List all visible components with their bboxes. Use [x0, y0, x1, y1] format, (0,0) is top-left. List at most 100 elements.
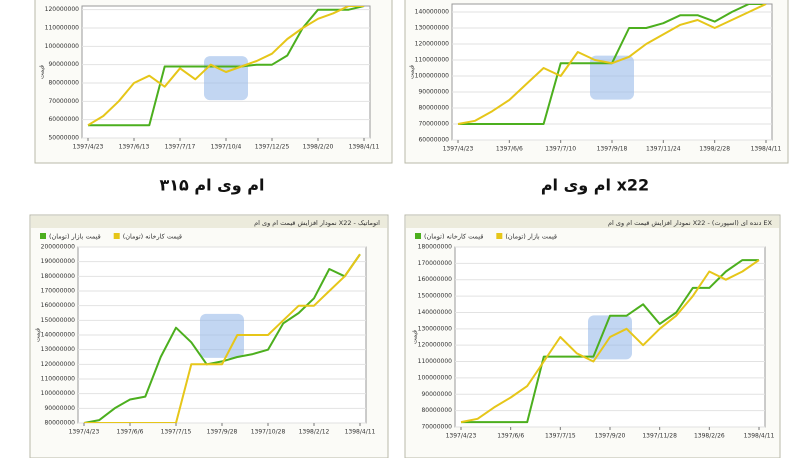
x-tick-label: 1398/2/20 — [303, 144, 334, 151]
watermark — [590, 55, 634, 100]
y-tick-label: 110000000 — [41, 376, 76, 383]
y-tick-label: 160000000 — [41, 302, 76, 309]
legend-swatch — [415, 233, 421, 239]
y-tick-label: 80000000 — [421, 407, 452, 414]
x-tick-label: 1397/4/23 — [443, 146, 474, 153]
chart-panel: نمودار افزایش قیمت ام وی ام X22 - اتومات… — [29, 214, 389, 458]
x-tick-label: 1397/11/28 — [642, 433, 677, 440]
y-tick-label: 100000000 — [41, 390, 76, 397]
series-line — [461, 259, 759, 424]
y-tick-label: 110000000 — [415, 57, 450, 64]
y-tick-label: 180000000 — [41, 273, 76, 280]
x-tick-label: 1397/4/23 — [73, 144, 104, 151]
chart-panel: نمودار افزایش قیمت ام وی ام X22 - دنده ا… — [404, 214, 781, 458]
chart-panel: 60000000 70000000 80000000 90000000 10000000… — [404, 0, 789, 164]
chart-caption: ام وی ام x22 — [541, 176, 649, 195]
x-tick-label: 1397/6/13 — [119, 144, 150, 151]
y-tick-label: 130000000 — [415, 25, 450, 32]
y-tick-label: 160000000 — [418, 276, 453, 283]
y-tick-label: 110000000 — [418, 358, 453, 365]
x-tick-label: 1397/7/15 — [161, 429, 192, 436]
y-tick-label: 170000000 — [418, 260, 453, 267]
x-tick-label: 1397/11/24 — [646, 146, 681, 153]
y-tick-label: 80000000 — [48, 80, 79, 87]
y-tick-label: 110000000 — [45, 25, 80, 32]
x-tick-label: 1398/4/11 — [744, 433, 775, 440]
y-tick-label: 70000000 — [418, 121, 449, 128]
y-tick-label: 130000000 — [418, 325, 453, 332]
x-tick-label: 1397/7/17 — [165, 144, 196, 151]
y-tick-label: 120000000 — [41, 361, 76, 368]
legend-swatch — [113, 233, 120, 239]
x-tick-label: 1397/9/28 — [207, 429, 238, 436]
series-line — [83, 253, 361, 423]
y-tick-label: 80000000 — [44, 420, 75, 427]
x-tick-label: 1398/4/11 — [345, 429, 376, 436]
y-tick-label: 120000000 — [45, 6, 80, 13]
series-line — [87, 6, 364, 127]
series-line — [84, 253, 361, 423]
y-tick-label: 200000000 — [41, 244, 76, 251]
watermark — [200, 313, 244, 358]
x-tick-label: 1397/9/18 — [597, 146, 628, 153]
legend-label: قیمت بازار (تومان) — [49, 233, 101, 241]
y-tick-label: 100000000 — [418, 374, 453, 381]
chart-caption: ام وی ام ۳۱۵ — [159, 176, 264, 195]
x-tick-label: 1398/2/28 — [699, 146, 730, 153]
x-tick-label: 1397/7/15 — [545, 433, 576, 440]
y-tick-label: 140000000 — [41, 332, 76, 339]
y-tick-label: 100000000 — [45, 43, 80, 50]
panel-header — [31, 216, 387, 228]
legend-swatch — [496, 233, 503, 239]
y-tick-label: 90000000 — [418, 89, 449, 96]
y-tick-label: 120000000 — [418, 342, 453, 349]
chart-panel: 50000000 60000000 70000000 80000000 90000000… — [34, 0, 393, 164]
x-tick-label: 1398/2/26 — [694, 433, 725, 440]
y-tick-label: 150000000 — [41, 317, 76, 324]
x-tick-label: 1397/6/6 — [497, 433, 524, 440]
y-tick-label: 60000000 — [418, 137, 449, 144]
y-tick-label: 120000000 — [415, 41, 450, 48]
legend-swatch — [40, 233, 46, 239]
x-tick-label: 1397/12/25 — [255, 144, 290, 151]
x-tick-label: 1398/2/12 — [299, 429, 330, 436]
x-tick-label: 1398/4/11 — [349, 144, 380, 151]
y-axis-label: قیمت — [39, 65, 46, 79]
y-tick-label: 190000000 — [41, 258, 76, 265]
y-tick-label: 100000000 — [415, 73, 450, 80]
y-axis-label: قیمت — [409, 65, 416, 79]
x-tick-label: 1398/4/11 — [751, 146, 782, 153]
y-tick-label: 90000000 — [44, 405, 75, 412]
series-line — [88, 6, 365, 127]
series-line — [457, 4, 767, 125]
y-tick-label: 130000000 — [41, 346, 76, 353]
watermark — [204, 56, 248, 101]
legend-label: قیمت کارخانه (تومان) — [424, 233, 483, 241]
y-tick-label: 70000000 — [48, 98, 79, 105]
y-tick-label: 60000000 — [48, 116, 79, 123]
legend-label: قیمت کارخانه (تومان) — [123, 233, 182, 241]
x-tick-label: 1397/10/28 — [251, 429, 286, 436]
x-tick-label: 1397/9/20 — [595, 433, 626, 440]
y-axis-label: قیمت — [35, 328, 42, 342]
x-tick-label: 1397/6/6 — [117, 429, 144, 436]
y-tick-label: 90000000 — [48, 61, 79, 68]
x-tick-label: 1397/4/23 — [69, 429, 100, 436]
x-tick-label: 1397/4/23 — [446, 433, 477, 440]
y-tick-label: 180000000 — [418, 244, 453, 251]
y-tick-label: 80000000 — [418, 105, 449, 112]
chart-title: نمودار افزایش قیمت ام وی ام X22 - دنده ا… — [608, 219, 773, 227]
y-axis-label: قیمت — [412, 330, 419, 344]
x-tick-label: 1397/6/6 — [496, 146, 523, 153]
panel-header — [406, 216, 779, 228]
x-tick-label: 1397/10/4 — [211, 144, 242, 151]
y-tick-label: 90000000 — [421, 391, 452, 398]
y-tick-label: 140000000 — [415, 9, 450, 16]
series-line — [460, 259, 760, 424]
chart-title: نمودار افزایش قیمت ام وی ام X22 - اتومات… — [254, 219, 380, 227]
x-tick-label: 1397/7/10 — [545, 146, 576, 153]
y-tick-label: 50000000 — [48, 135, 79, 142]
y-tick-label: 140000000 — [418, 309, 453, 316]
y-tick-label: 150000000 — [418, 293, 453, 300]
